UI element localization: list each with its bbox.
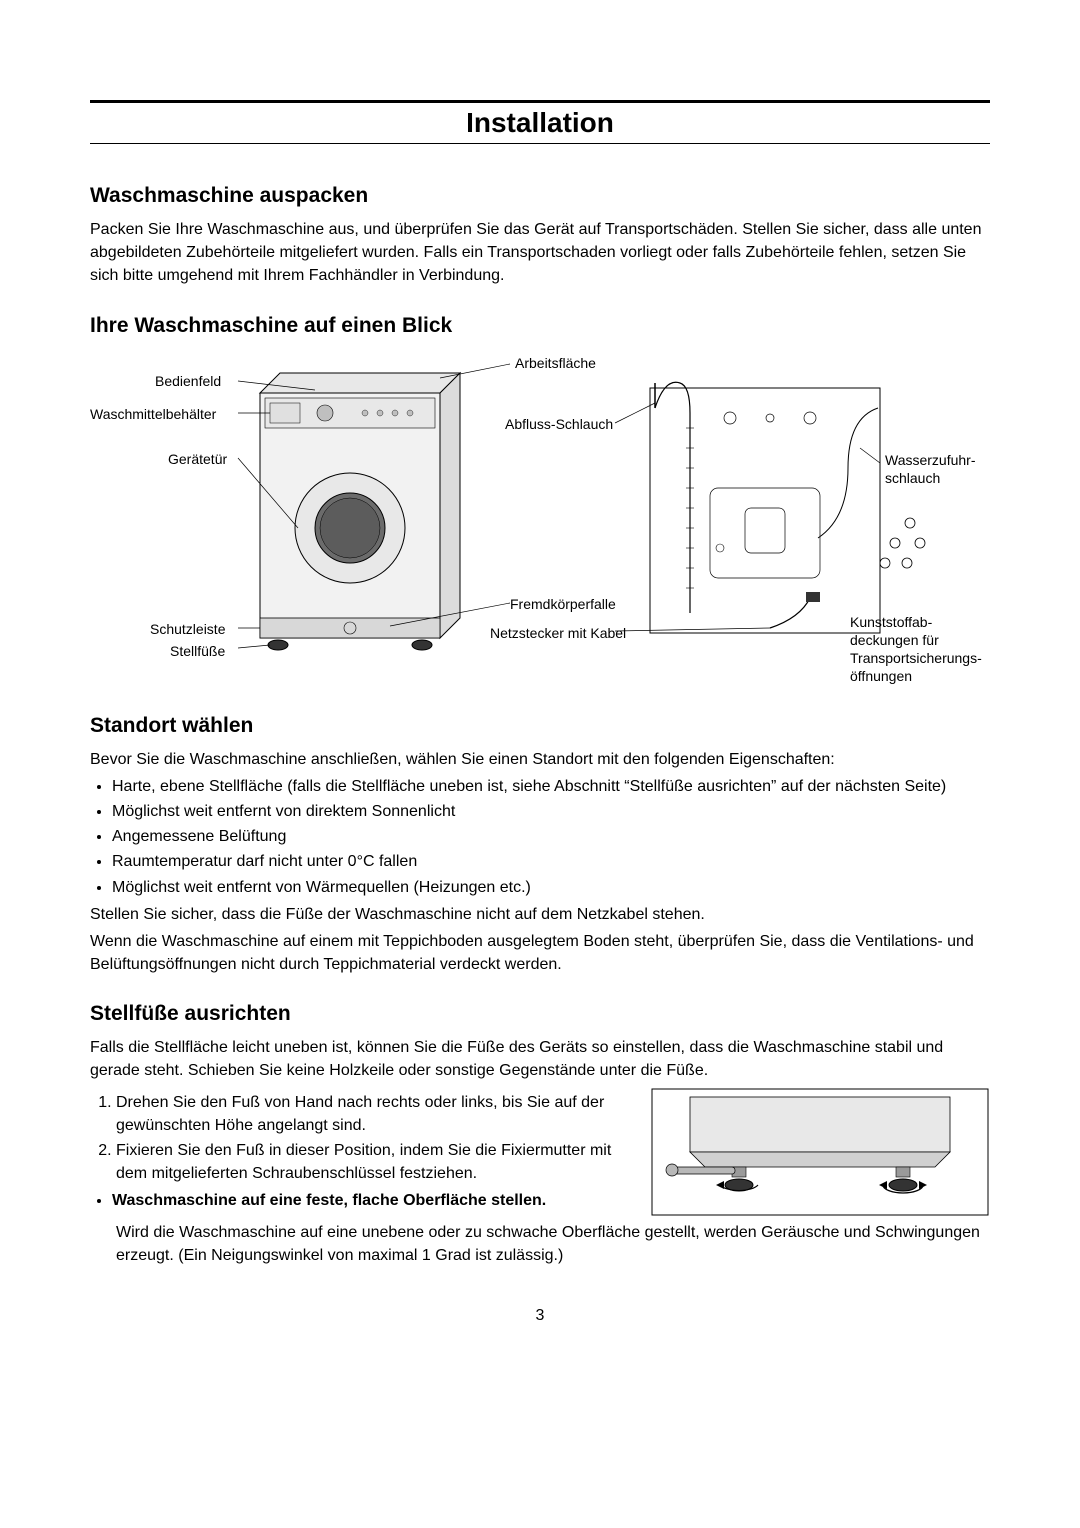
sec4-figure xyxy=(650,1087,990,1217)
sec4-row: Drehen Sie den Fuß von Hand nach rechts … xyxy=(90,1087,990,1217)
manual-page: Installation Waschmaschine auspacken Pac… xyxy=(90,0,990,1385)
page-title: Installation xyxy=(466,107,614,138)
sec4-bold-bullet-list: Waschmaschine auf eine feste, flache Obe… xyxy=(90,1189,630,1212)
lbl-wasserzufuhr: Wasserzufuhr- schlauch xyxy=(885,451,976,487)
sec3-bullet: Angemessene Belüftung xyxy=(112,825,990,848)
sec3-bullet: Harte, ebene Stellfläche (falls die Stel… xyxy=(112,775,990,798)
sec3-heading: Standort wählen xyxy=(90,714,990,738)
sec3-after2: Wenn die Waschmaschine auf einem mit Tep… xyxy=(90,930,990,976)
sec3-bullet: Raumtemperatur darf nicht unter 0°C fall… xyxy=(112,850,990,873)
lbl-kunststoff: Kunststoffab- deckungen für Transportsic… xyxy=(850,613,982,686)
sec4-text-col: Drehen Sie den Fuß von Hand nach rechts … xyxy=(90,1087,630,1217)
lbl-netzstecker: Netzstecker mit Kabel xyxy=(490,624,626,642)
sec1-paragraph: Packen Sie Ihre Waschmaschine aus, und ü… xyxy=(90,218,990,288)
lbl-schutzleiste: Schutzleiste xyxy=(150,620,225,638)
lbl-bedienfeld: Bedienfeld xyxy=(155,372,221,390)
foot-adjust-svg xyxy=(650,1087,990,1217)
lbl-fremdkoerper: Fremdkörperfalle xyxy=(510,595,616,613)
lbl-abfluss: Abfluss-Schlauch xyxy=(505,415,613,433)
sec3-after1: Stellen Sie sicher, dass die Füße der Wa… xyxy=(90,903,990,926)
overview-diagram: Arbeitsfläche Bedienfeld Waschmittelbehä… xyxy=(90,348,990,688)
lbl-waschmittel: Waschmittelbehälter xyxy=(90,405,216,423)
sec3-bullets: Harte, ebene Stellfläche (falls die Stel… xyxy=(90,775,990,899)
sec3-bullet: Möglichst weit entfernt von direktem Son… xyxy=(112,800,990,823)
sec4-bold-bullet-text: Waschmaschine auf eine feste, flache Obe… xyxy=(112,1192,546,1209)
lbl-stellfuesse: Stellfüße xyxy=(170,642,225,660)
page-number: 3 xyxy=(90,1307,990,1325)
sec4-bold-bullet: Waschmaschine auf eine feste, flache Obe… xyxy=(112,1189,630,1212)
sec4-steps: Drehen Sie den Fuß von Hand nach rechts … xyxy=(90,1091,630,1186)
sec4-intro: Falls die Stellfläche leicht uneben ist,… xyxy=(90,1036,990,1082)
lbl-geraetetuer: Gerätetür xyxy=(168,450,227,468)
sec4-heading: Stellfüße ausrichten xyxy=(90,1002,990,1026)
sec2-heading: Ihre Waschmaschine auf einen Blick xyxy=(90,314,990,338)
title-rule-group: Installation xyxy=(90,100,990,144)
sec1-heading: Waschmaschine auspacken xyxy=(90,184,990,208)
sec3-intro: Bevor Sie die Waschmaschine anschließen,… xyxy=(90,748,990,771)
sec4-bold-bullet-sub: Wird die Waschmaschine auf eine unebene … xyxy=(116,1221,990,1267)
sec3-bullet: Möglichst weit entfernt von Wärmequellen… xyxy=(112,876,990,899)
lbl-arbeitsflaeche: Arbeitsfläche xyxy=(515,354,596,372)
sec4-step: Fixieren Sie den Fuß in dieser Position,… xyxy=(116,1139,630,1185)
sec4-step: Drehen Sie den Fuß von Hand nach rechts … xyxy=(116,1091,630,1137)
